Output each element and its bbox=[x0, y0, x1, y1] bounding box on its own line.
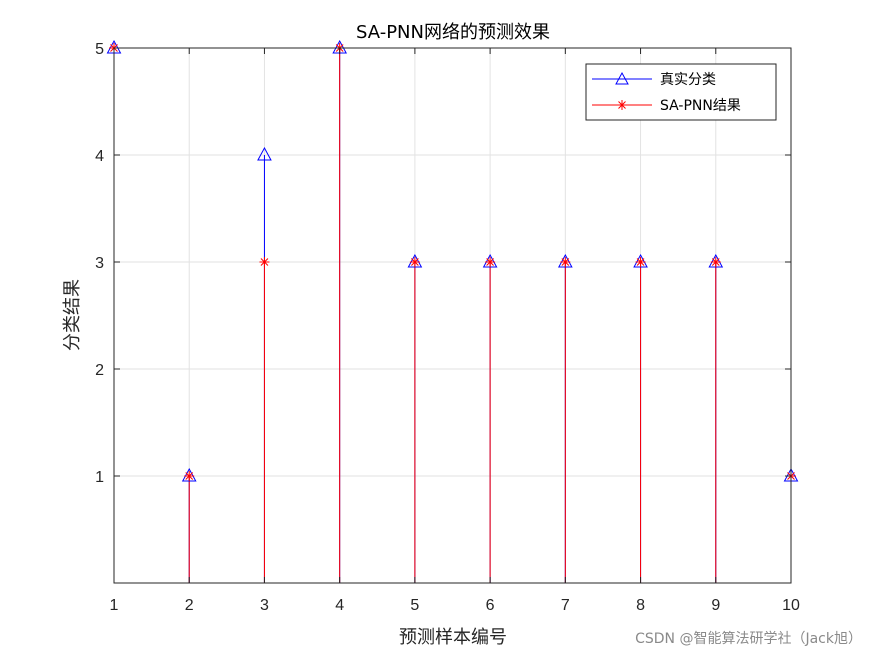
marker-asterisk bbox=[485, 257, 496, 267]
x-tick-label: 9 bbox=[711, 597, 720, 614]
legend-marker-asterisk bbox=[617, 100, 627, 110]
legend-label-true: 真实分类 bbox=[660, 72, 716, 88]
plot-area bbox=[114, 48, 791, 583]
legend-marker-triangle bbox=[615, 71, 629, 85]
ticks bbox=[113, 47, 792, 583]
marker-asterisk bbox=[409, 257, 420, 267]
marker-asterisk bbox=[710, 257, 721, 267]
x-tick-label: 2 bbox=[185, 597, 194, 614]
marker-asterisk bbox=[259, 257, 270, 267]
y-tick-label: 1 bbox=[95, 469, 104, 486]
legend-label-pred: SA-PNN结果 bbox=[660, 98, 741, 114]
y-axis-label: 分类结果 bbox=[62, 279, 83, 351]
x-tick-label: 1 bbox=[110, 597, 119, 614]
x-axis-label: 预测样本编号 bbox=[399, 627, 507, 648]
chart-title: SA-PNN网络的预测效果 bbox=[356, 22, 550, 43]
y-tick-label: 4 bbox=[95, 148, 104, 165]
x-tick-label: 6 bbox=[486, 597, 495, 614]
x-tick-label: 3 bbox=[260, 597, 269, 614]
x-tick-label: 10 bbox=[782, 597, 800, 614]
marker-asterisk bbox=[635, 257, 646, 267]
x-tick-label: 4 bbox=[335, 597, 344, 614]
y-tick-label: 2 bbox=[95, 362, 104, 379]
marker-asterisk bbox=[560, 257, 571, 267]
tick-labels: 1 2 3 4 5 6 7 8 9 10 1 2 3 4 5 bbox=[95, 41, 800, 614]
watermark: CSDN @智能算法研学社（Jack旭） bbox=[635, 631, 862, 647]
y-tick-label: 5 bbox=[95, 41, 104, 58]
plot-frame bbox=[113, 47, 792, 584]
x-tick-label: 5 bbox=[410, 597, 419, 614]
x-tick-label: 8 bbox=[636, 597, 645, 614]
marker-triangle bbox=[257, 146, 272, 161]
legend-box bbox=[585, 63, 777, 121]
legend: 真实分类 SA-PNN结果 bbox=[585, 63, 777, 121]
y-tick-label: 3 bbox=[95, 255, 104, 272]
x-tick-label: 7 bbox=[561, 597, 570, 614]
marker-asterisk bbox=[184, 471, 195, 481]
